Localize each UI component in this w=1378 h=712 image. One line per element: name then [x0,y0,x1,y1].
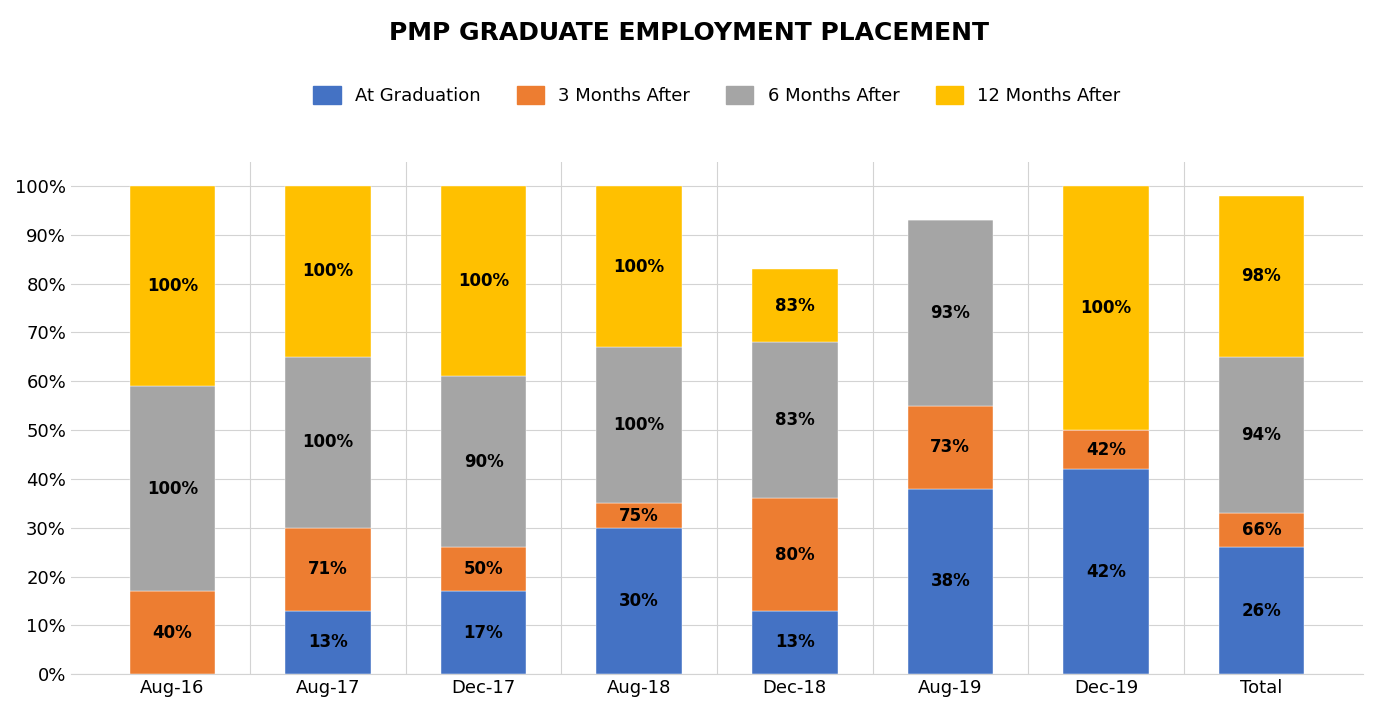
Text: 100%: 100% [302,434,354,451]
Text: 50%: 50% [464,560,503,578]
Bar [597,347,682,503]
Bar [908,488,994,674]
Text: 17%: 17% [463,624,503,642]
Legend: At Graduation, 3 Months After, 6 Months After, 12 Months After: At Graduation, 3 Months After, 6 Months … [306,78,1127,112]
Text: 38%: 38% [930,572,970,590]
Text: 100%: 100% [1080,299,1131,317]
Bar [752,611,838,674]
Bar [285,528,371,611]
Bar [752,498,838,611]
Text: 80%: 80% [774,545,814,564]
Bar [441,377,526,548]
Bar [1218,196,1304,357]
Bar [1218,548,1304,674]
Text: 42%: 42% [1086,441,1126,459]
Text: 98%: 98% [1242,267,1282,286]
Text: 13%: 13% [774,634,814,651]
Bar [441,591,526,674]
Text: 93%: 93% [930,304,970,322]
Text: 13%: 13% [309,634,347,651]
Text: 71%: 71% [309,560,347,578]
Bar [130,386,215,591]
Text: 100%: 100% [147,480,198,498]
Text: PMP GRADUATE EMPLOYMENT PLACEMENT: PMP GRADUATE EMPLOYMENT PLACEMENT [389,21,989,46]
Text: 100%: 100% [457,272,508,290]
Text: 90%: 90% [463,453,503,471]
Bar [1218,513,1304,548]
Bar [752,342,838,498]
Bar [597,186,682,347]
Bar [597,503,682,528]
Text: 40%: 40% [153,624,193,642]
Text: 83%: 83% [774,297,814,315]
Text: 100%: 100% [147,277,198,295]
Text: 100%: 100% [613,258,664,276]
Bar [1062,430,1149,469]
Text: 83%: 83% [774,412,814,429]
Bar [441,548,526,591]
Bar [597,528,682,674]
Text: 26%: 26% [1242,602,1282,619]
Bar [1062,469,1149,674]
Bar [285,357,371,528]
Bar [285,611,371,674]
Text: 73%: 73% [930,438,970,456]
Bar [908,406,994,488]
Bar [285,186,371,357]
Bar [441,186,526,377]
Bar [752,269,838,342]
Bar [130,591,215,674]
Text: 42%: 42% [1086,562,1126,580]
Text: 75%: 75% [619,506,659,525]
Text: 94%: 94% [1242,426,1282,444]
Text: 100%: 100% [302,263,354,281]
Bar [1062,186,1149,430]
Text: 30%: 30% [619,592,659,610]
Bar [908,220,994,406]
Bar [130,186,215,386]
Bar [1218,357,1304,513]
Text: 100%: 100% [613,417,664,434]
Text: 66%: 66% [1242,521,1282,539]
